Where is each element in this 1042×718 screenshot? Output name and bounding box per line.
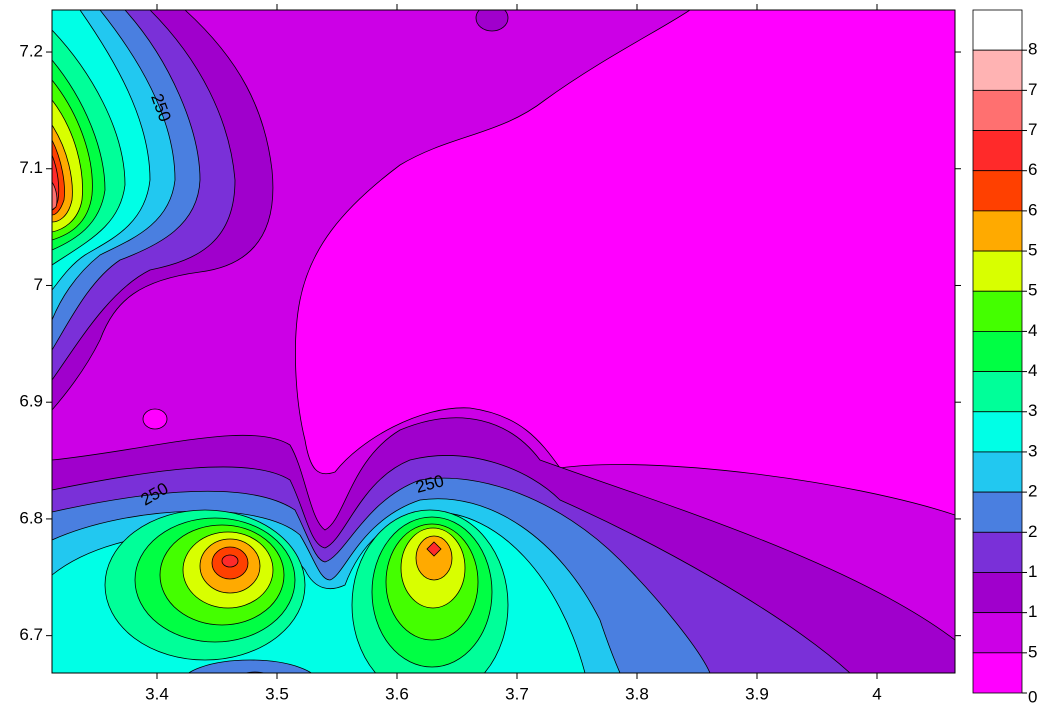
colorbar-swatch: [972, 250, 1023, 292]
contour-region: [187, 659, 313, 673]
contour-region: [426, 541, 442, 557]
x-tick-label: 3.6: [385, 684, 409, 703]
x-tick-label: 3.4: [145, 684, 169, 703]
colorbar-label: 6: [1028, 160, 1037, 179]
colorbar-swatch: [972, 371, 1023, 413]
contour-region: [415, 535, 453, 581]
colorbar-swatch: [972, 130, 1023, 172]
colorbar-label: 3: [1028, 441, 1037, 460]
x-tick-label: 3.7: [505, 684, 529, 703]
colorbar-label: 1: [1028, 602, 1037, 621]
colorbar-swatch: [972, 170, 1023, 212]
contour-region: [52, 181, 58, 211]
y-tick-label: 7.2: [19, 42, 43, 61]
colorbar-swatch: [972, 411, 1023, 453]
x-tick-label: 3.8: [625, 684, 649, 703]
colorbar-swatch: [972, 49, 1023, 91]
colorbar-label: 1: [1028, 562, 1037, 581]
y-tick-label: 6.9: [19, 392, 43, 411]
colorbar-swatch: [972, 210, 1023, 252]
x-tick-label: 4: [872, 684, 881, 703]
colorbar-swatch: [972, 331, 1023, 372]
contour-region: [142, 408, 168, 430]
contour-region: [295, 10, 955, 516]
y-tick-label: 7.1: [19, 158, 43, 177]
colorbar-swatch: [972, 652, 1023, 694]
colorbar-swatch: [972, 491, 1023, 533]
colorbar-swatch: [972, 89, 1023, 131]
colorbar-label: 4: [1028, 361, 1037, 380]
colorbar-label: 5: [1028, 281, 1037, 300]
plot-frame: [51, 9, 956, 674]
colorbar-swatch: [972, 612, 1023, 654]
colorbar-label: 5: [1028, 642, 1037, 661]
colorbar-label: 2: [1028, 522, 1037, 541]
y-tick-label: 6.7: [19, 625, 43, 644]
colorbar-label: 6: [1028, 200, 1037, 219]
contour-region: [221, 554, 239, 568]
colorbar-swatch: [972, 531, 1023, 573]
colorbar-label: 7: [1028, 80, 1037, 99]
colorbar-swatch: [972, 572, 1023, 614]
colorbar-label: 5: [1028, 241, 1037, 260]
y-tick-label: 6.8: [19, 508, 43, 527]
x-tick-label: 3.9: [745, 684, 769, 703]
colorbar-label: 2: [1028, 482, 1037, 501]
colorbar-label: 4: [1028, 321, 1037, 340]
colorbar-swatch: [972, 9, 1023, 51]
x-tick-label: 3.5: [265, 684, 289, 703]
colorbar-label: 0: [1028, 687, 1037, 706]
contour-region: [475, 10, 509, 32]
colorbar-swatch: [972, 290, 1023, 332]
colorbar-label: 8: [1028, 40, 1037, 59]
y-tick-label: 7: [34, 275, 43, 294]
colorbar-label: 3: [1028, 401, 1037, 420]
colorbar-label: 7: [1028, 120, 1037, 139]
colorbar-swatch: [972, 451, 1023, 493]
